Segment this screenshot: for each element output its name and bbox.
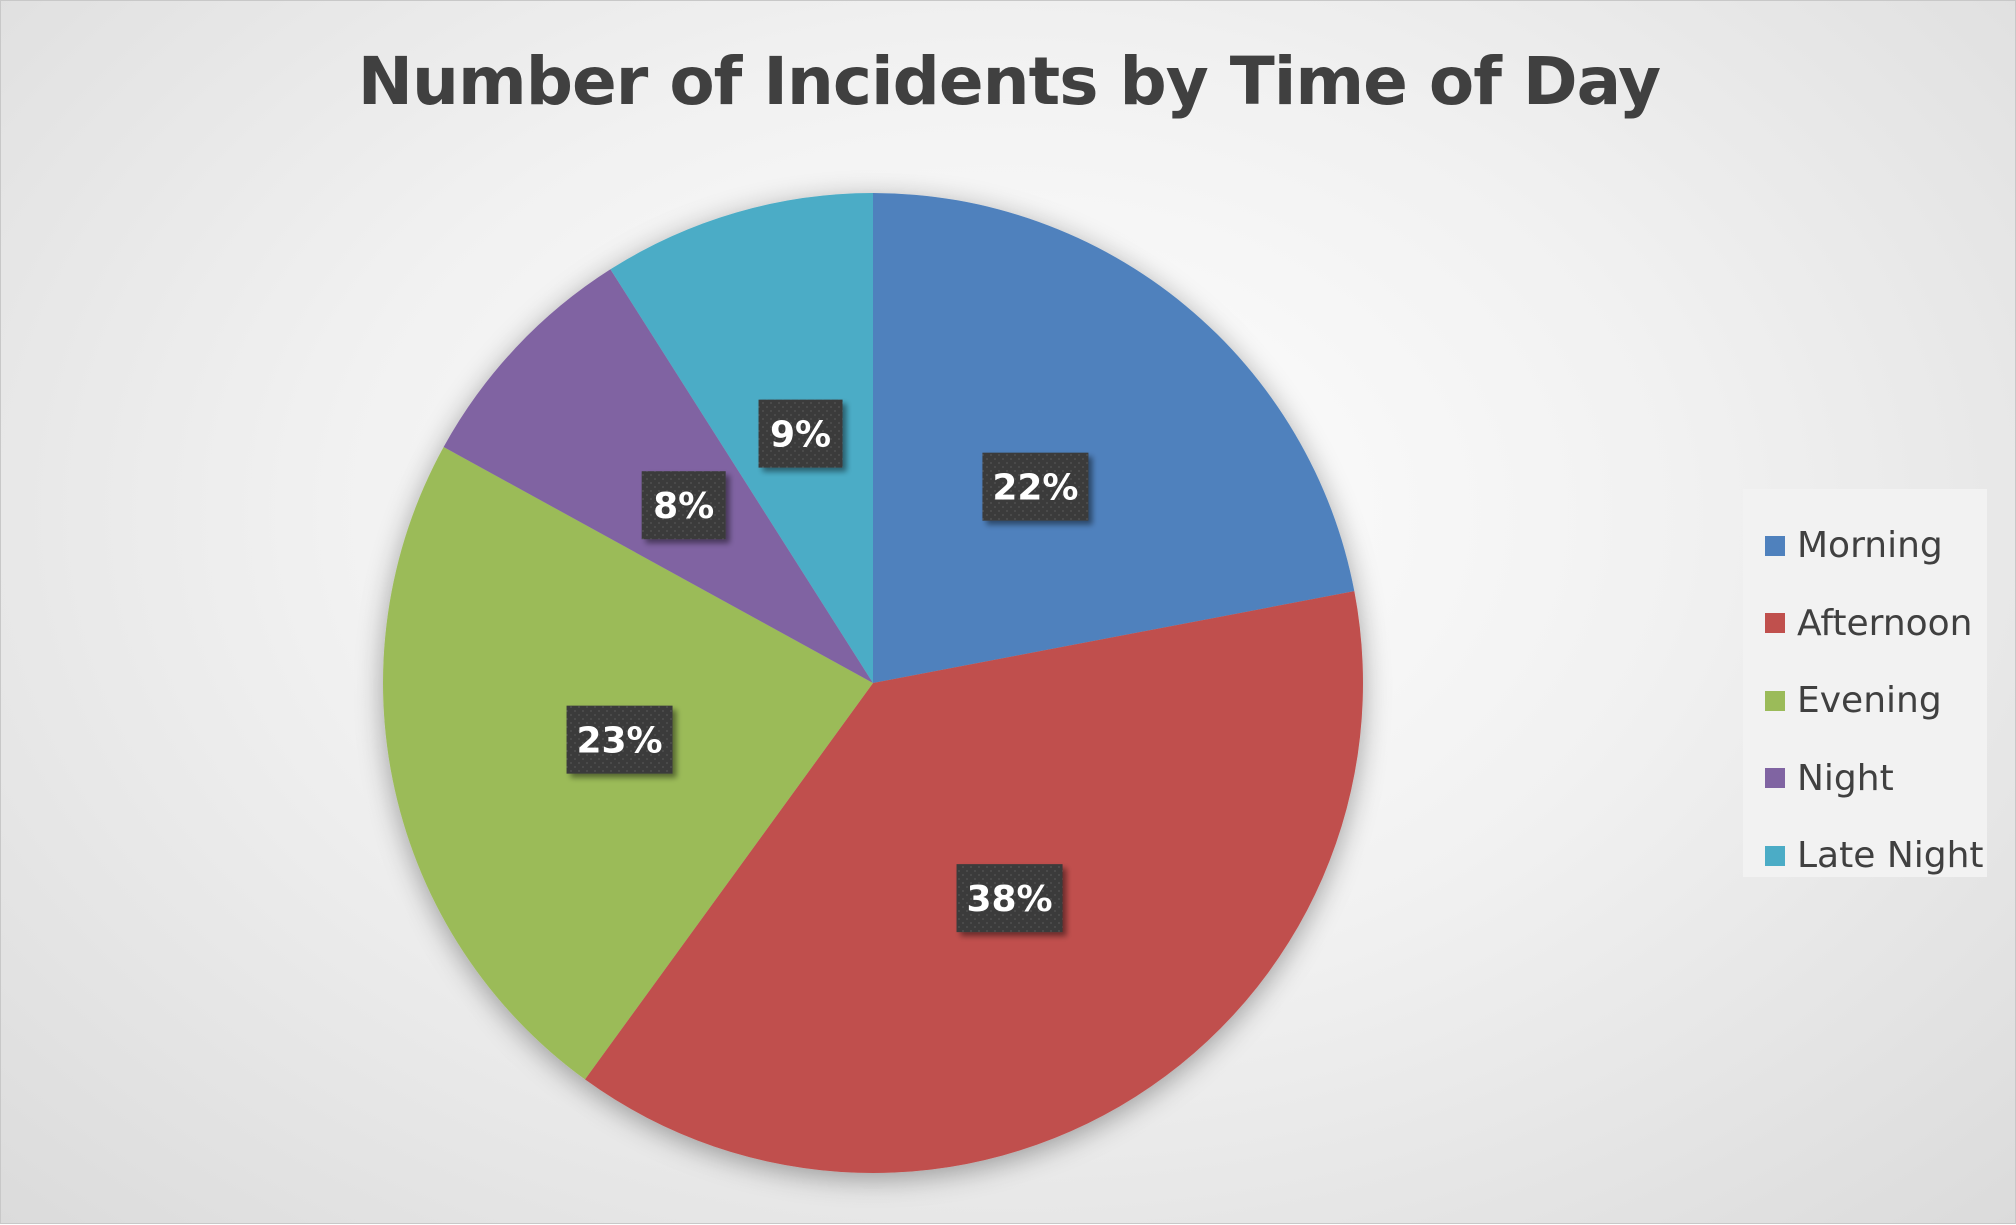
data-label-text: 9% xyxy=(770,415,831,456)
legend-swatch xyxy=(1765,845,1785,866)
data-label-afternoon: 38% xyxy=(956,864,1063,933)
legend-label: Evening xyxy=(1797,680,1942,722)
legend-label: Afternoon xyxy=(1797,602,1973,644)
legend-swatch xyxy=(1765,535,1785,556)
legend-item-afternoon: Afternoon xyxy=(1743,585,1987,663)
data-label-morning: 22% xyxy=(982,452,1089,521)
pie-slice-morning xyxy=(873,193,1355,683)
legend: Morning Afternoon Evening Night Late Night xyxy=(1743,489,1987,877)
data-label-text: 38% xyxy=(966,879,1052,920)
data-label-late-night: 9% xyxy=(758,399,843,468)
data-label-text: 23% xyxy=(576,721,662,762)
legend-label: Late Night xyxy=(1797,835,1984,877)
data-label-text: 8% xyxy=(653,486,714,527)
chart-title: Number of Incidents by Time of Day xyxy=(357,43,1661,120)
legend-label: Night xyxy=(1797,757,1894,799)
data-label-evening: 23% xyxy=(566,705,673,774)
data-label-text: 22% xyxy=(992,468,1078,509)
pie-slice-late-night xyxy=(610,193,873,683)
legend-swatch xyxy=(1765,613,1785,634)
legend-item-night: Night xyxy=(1743,740,1987,818)
data-label-box xyxy=(758,399,843,468)
legend-swatch xyxy=(1765,768,1785,789)
data-label-box xyxy=(566,705,673,774)
legend-item-evening: Evening xyxy=(1743,662,1987,740)
legend-swatch xyxy=(1765,690,1785,711)
legend-item-late-night: Late Night xyxy=(1743,817,1987,895)
data-label-box xyxy=(982,452,1089,521)
legend-label: Morning xyxy=(1797,525,1943,567)
data-label-box xyxy=(956,864,1063,933)
legend-item-morning: Morning xyxy=(1743,507,1987,585)
data-label-box xyxy=(641,471,726,540)
data-label-night: 8% xyxy=(641,471,726,540)
